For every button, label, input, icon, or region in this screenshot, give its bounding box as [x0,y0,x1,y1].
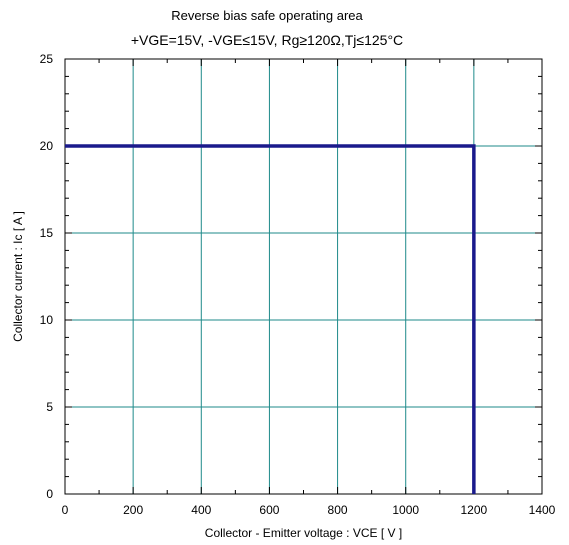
axis-ticks [64,58,543,495]
x-tick-label: 1200 [461,503,488,517]
series-layer [65,144,476,494]
y-tick-label: 20 [40,139,54,153]
x-tick-label: 400 [191,503,211,517]
y-tick-label: 5 [46,400,53,414]
y-tick-label: 0 [46,487,53,501]
x-tick-label: 0 [62,503,69,517]
x-tick-label: 200 [123,503,143,517]
y-tick-label: 10 [40,313,54,327]
y-tick-labels: 0 5 10 15 20 25 [40,52,54,501]
y-tick-label: 25 [40,52,54,66]
y-axis-label: Collector current : Ic [ A ] [11,211,25,342]
x-tick-label: 600 [259,503,279,517]
chart-title: Reverse bias safe operating area [171,8,363,23]
x-axis-label: Collector - Emitter voltage : VCE [ V ] [205,526,402,540]
x-tick-label: 800 [328,503,348,517]
chart-subtitle: +VGE=15V, -VGE≤15V, Rg≥120Ω,Tj≤125°C [130,32,404,48]
plot-area [64,58,543,495]
grid-lines [65,59,542,494]
x-tick-label: 1400 [529,503,556,517]
x-tick-label: 1000 [392,503,419,517]
y-tick-label: 15 [40,226,54,240]
x-tick-labels: 0 200 400 600 800 1000 1200 1400 [62,503,556,517]
rbsoa-boundary-line [65,144,476,494]
